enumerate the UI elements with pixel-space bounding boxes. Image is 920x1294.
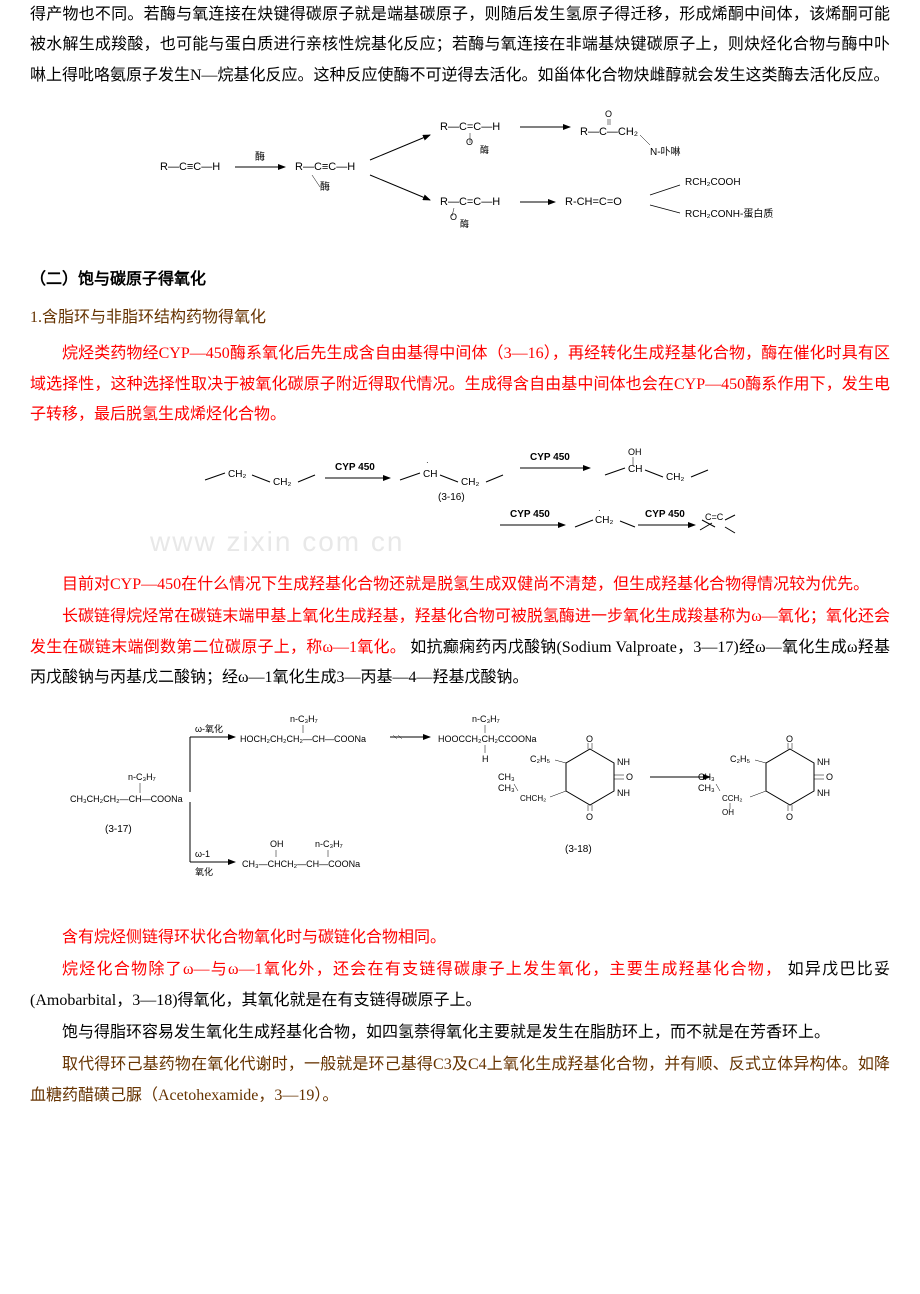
svg-text:NH: NH bbox=[817, 788, 830, 798]
d3-omega-ox: ω-氧化 bbox=[195, 723, 223, 734]
svg-text:CH₂: CH₂ bbox=[228, 469, 246, 480]
d2-cyp4: CYP 450 bbox=[645, 509, 685, 520]
svg-text:OH: OH bbox=[722, 808, 734, 817]
heading-subsection-1: 1.含脂环与非脂环结构药物得氧化 bbox=[30, 303, 890, 333]
d1-enzyme3: 酶 bbox=[480, 144, 489, 155]
svg-text:CH₂: CH₂ bbox=[461, 477, 479, 488]
svg-text:CCH₂: CCH₂ bbox=[722, 794, 742, 803]
d1-enzyme2: 酶 bbox=[320, 180, 330, 193]
svg-text:CHCH₂: CHCH₂ bbox=[520, 794, 546, 803]
svg-text:OH: OH bbox=[628, 447, 642, 457]
d1-conh: RCH₂CONH-蛋白质 bbox=[685, 207, 773, 220]
d1-upper2: R—C—CH₂ bbox=[580, 126, 638, 138]
d3-oxlabel: 氧化 bbox=[195, 866, 213, 877]
para-8: 取代得环己基药物在氧化代谢时，一般就是环己基得C3及C4上氧化生成羟基化合物，并… bbox=[30, 1050, 890, 1111]
d1-enzyme1: 酶 bbox=[255, 150, 265, 163]
d1-upper1: R—C=C—H bbox=[440, 121, 500, 133]
d1-lower1: R—C=C—H bbox=[440, 196, 500, 208]
heading-section-2: （二）饱与碳原子得氧化 bbox=[30, 265, 890, 295]
d3-label-317: (3-17) bbox=[105, 824, 132, 835]
d2-cyp2: CYP 450 bbox=[530, 452, 570, 463]
svg-text:CH₃: CH₃ bbox=[498, 772, 515, 782]
svg-text:O: O bbox=[786, 734, 793, 744]
svg-text:O: O bbox=[586, 812, 593, 822]
para-6: 烷烃化合物除了ω—与ω—1氧化外，还会在有支链得碳康子上发生氧化，主要生成羟基化… bbox=[30, 955, 890, 1016]
svg-text:n-C₃H₇: n-C₃H₇ bbox=[128, 772, 156, 782]
svg-text:C₂H₅: C₂H₅ bbox=[530, 754, 550, 764]
d1-enzyme4: 酶 bbox=[460, 218, 469, 229]
d3-label-318: (3-18) bbox=[565, 844, 592, 855]
d3-formula2: HOCH₂CH₂CH₂—CH—COONa bbox=[240, 734, 366, 744]
para-4: 长碳链得烷烃常在碳链末端甲基上氧化生成羟基，羟基化合物可被脱氢酶进一步氧化生成羧… bbox=[30, 602, 890, 693]
d2-cyp1: CYP 450 bbox=[335, 462, 375, 473]
svg-text:·: · bbox=[426, 458, 429, 467]
svg-text:C=C: C=C bbox=[705, 512, 724, 522]
d1-mid: R—C≡C—H bbox=[295, 161, 355, 173]
svg-text:OH: OH bbox=[270, 839, 284, 849]
para-6a: 烷烃化合物除了ω—与ω—1氧化外，还会在有支链得碳康子上发生氧化，主要生成羟基化… bbox=[62, 961, 782, 978]
svg-text:·: · bbox=[598, 506, 601, 515]
d3-omega1: ω-1 bbox=[195, 849, 210, 859]
svg-text:CH₂: CH₂ bbox=[666, 472, 684, 483]
para-1: 得产物也不同。若酶与氧连接在炔键得碳原子就是端基碳原子，则随后发生氢原子得迁移，… bbox=[30, 0, 890, 91]
d1-lower2: R-CH=C=O bbox=[565, 196, 622, 208]
svg-text:CH₃: CH₃ bbox=[698, 783, 715, 793]
diagram-valproate-amobarbital: n-C₃H₇ CH₃CH₂CH₂—CH—COONa (3-17) ω-氧化 n-… bbox=[30, 707, 890, 908]
svg-text:O: O bbox=[626, 772, 633, 782]
svg-text:n-C₃H₇: n-C₃H₇ bbox=[315, 839, 343, 849]
svg-text:O: O bbox=[450, 212, 457, 222]
diagram-alkyne-reaction: R—C≡C—H 酶 R—C≡C—H 酶 R—C=C—H O 酶 O R—C—CH… bbox=[30, 105, 890, 246]
para-5: 含有烷烃侧链得环状化合物氧化时与碳链化合物相同。 bbox=[30, 923, 890, 953]
svg-text:NH: NH bbox=[617, 757, 630, 767]
svg-text:O: O bbox=[466, 137, 473, 147]
svg-text:CH₃: CH₃ bbox=[498, 783, 515, 793]
svg-text:CH₂: CH₂ bbox=[595, 515, 613, 526]
svg-text:NH: NH bbox=[617, 788, 630, 798]
svg-text:C₂H₅: C₂H₅ bbox=[730, 754, 750, 764]
svg-text:O: O bbox=[826, 772, 833, 782]
svg-text:O: O bbox=[605, 109, 612, 119]
d2-cyp3: CYP 450 bbox=[510, 509, 550, 520]
svg-text:O: O bbox=[786, 812, 793, 822]
d3-formula4: CH₃—CHCH₂—CH—COONa bbox=[242, 859, 360, 869]
d2-label-316: (3-16) bbox=[438, 492, 465, 503]
svg-text:n-C₃H₇: n-C₃H₇ bbox=[290, 714, 318, 724]
d3-formula3: HOOCCH₂CH₂CCOONa bbox=[438, 734, 537, 744]
d1-nporphyrin: N-卟啉 bbox=[650, 146, 681, 158]
para-3: 目前对CYP—450在什么情况下生成羟基化合物还就是脱氢生成双健尚不清楚，但生成… bbox=[30, 570, 890, 600]
d1-cooh: RCH₂COOH bbox=[685, 177, 741, 188]
svg-text:CH₂: CH₂ bbox=[273, 477, 291, 488]
svg-text:H: H bbox=[482, 754, 489, 764]
svg-text:CH₃: CH₃ bbox=[698, 772, 715, 782]
svg-text:n-C₃H₇: n-C₃H₇ bbox=[472, 714, 500, 724]
svg-text:NH: NH bbox=[817, 757, 830, 767]
svg-text:CH: CH bbox=[423, 469, 437, 480]
svg-text:O: O bbox=[586, 734, 593, 744]
d3-formula1: CH₃CH₂CH₂—CH—COONa bbox=[70, 794, 183, 804]
para-7: 饱与得脂环容易发生氧化生成羟基化合物，如四氢萘得氧化主要就是发生在脂肪环上，而不… bbox=[30, 1018, 890, 1048]
d1-start: R—C≡C—H bbox=[160, 161, 220, 173]
diagram-cyp450: www zixin com cn CH₂ CH₂ CYP 450 CH · CH… bbox=[30, 445, 890, 556]
para-2: 烷烃类药物经CYP—450酶系氧化后先生成含自由基得中间体（3—16），再经转化… bbox=[30, 339, 890, 430]
svg-text:CH: CH bbox=[628, 464, 642, 475]
